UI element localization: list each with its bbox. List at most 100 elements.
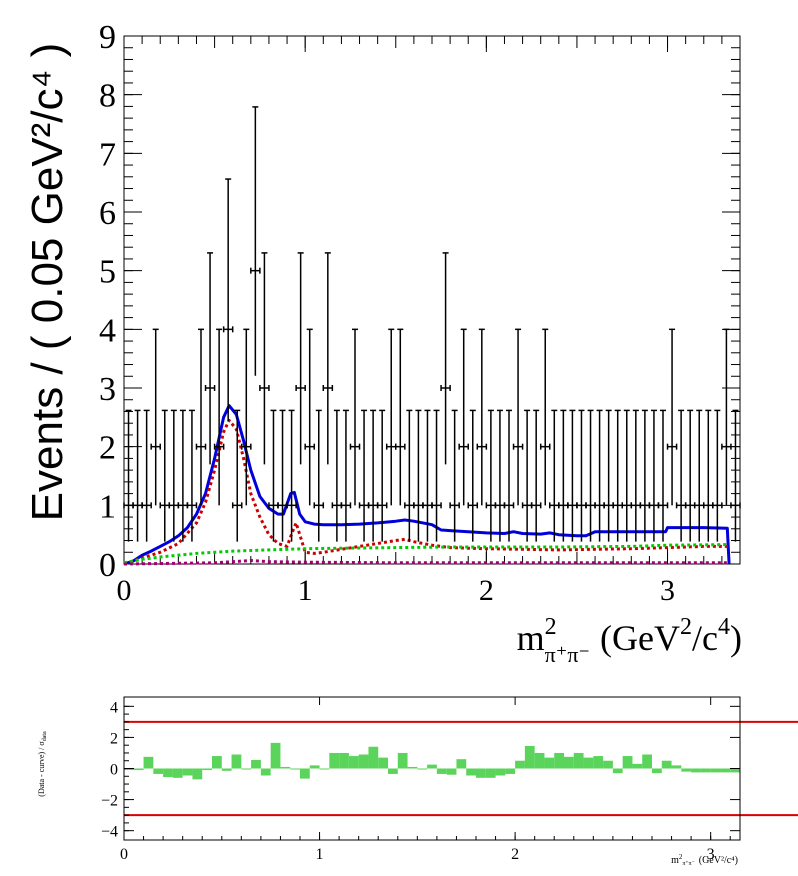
residual-x-axis-label: m2π⁺π⁻ (GeV²/c⁴) bbox=[671, 853, 738, 867]
x-tick-label: 2 bbox=[479, 574, 494, 607]
data-point bbox=[440, 252, 451, 465]
residual-bar bbox=[378, 757, 388, 769]
data-point bbox=[666, 328, 678, 506]
data-point bbox=[177, 409, 189, 542]
data-point bbox=[268, 409, 279, 542]
residual-bar bbox=[622, 756, 633, 769]
data-points bbox=[123, 106, 741, 542]
residual-bar bbox=[436, 768, 447, 774]
top-x-label-units-sup2: 4 bbox=[718, 614, 730, 640]
data-point bbox=[512, 328, 524, 506]
data-point bbox=[277, 409, 288, 542]
residual-bar bbox=[212, 756, 222, 769]
residual-bar bbox=[661, 760, 672, 769]
data-point bbox=[241, 328, 252, 506]
residual-bar bbox=[583, 757, 594, 769]
residual-bar bbox=[554, 752, 564, 769]
y-tick-label: 4 bbox=[99, 312, 116, 349]
residual-bar bbox=[427, 764, 437, 769]
data-point bbox=[349, 328, 361, 506]
residual-bar bbox=[632, 763, 643, 769]
residual-bar bbox=[495, 768, 506, 776]
top-axis-ticks bbox=[123, 35, 741, 565]
residual-bars bbox=[124, 742, 740, 780]
data-point bbox=[141, 409, 152, 542]
data-point bbox=[567, 409, 578, 542]
y-tick-label: 2 bbox=[99, 430, 116, 467]
top-x-axis-label: m2 π⁺π⁻ (GeV2/c4) bbox=[517, 614, 742, 667]
data-point bbox=[204, 252, 216, 465]
data-point bbox=[675, 409, 687, 542]
residual-bar bbox=[485, 768, 496, 778]
y-tick-label: 3 bbox=[99, 371, 116, 408]
residual-bar bbox=[133, 768, 144, 771]
data-point bbox=[657, 409, 669, 542]
residual-bar bbox=[388, 768, 398, 774]
residual-bar bbox=[319, 768, 330, 770]
residual-bar bbox=[466, 768, 476, 776]
residual-bar bbox=[476, 768, 486, 778]
data-point bbox=[594, 409, 605, 542]
data-point bbox=[250, 106, 261, 376]
data-point bbox=[558, 409, 569, 542]
residual-bar bbox=[573, 752, 584, 769]
data-point bbox=[576, 409, 587, 542]
residual-bar bbox=[700, 768, 711, 773]
residual-bar bbox=[652, 768, 662, 774]
residual-bar bbox=[681, 768, 692, 772]
residual-bar bbox=[642, 754, 652, 769]
data-point bbox=[476, 328, 488, 506]
x-tick-label: 0 bbox=[117, 574, 132, 607]
data-point bbox=[494, 409, 506, 542]
top-x-label-units-a: (GeV bbox=[600, 618, 680, 658]
residual-bar bbox=[260, 768, 271, 776]
residual-x-tick-label: 2 bbox=[511, 846, 519, 863]
data-point bbox=[449, 409, 460, 542]
residual-bar bbox=[368, 746, 379, 769]
data-point bbox=[168, 409, 180, 542]
residual-bar bbox=[124, 768, 134, 771]
residual-bar bbox=[339, 752, 349, 769]
residual-bar bbox=[446, 768, 457, 775]
residual-bar bbox=[515, 760, 525, 769]
data-point bbox=[132, 409, 143, 542]
residual-bar bbox=[329, 752, 340, 769]
data-point bbox=[195, 328, 207, 506]
data-point bbox=[213, 328, 225, 506]
residual-bar bbox=[544, 757, 555, 769]
data-point bbox=[322, 252, 334, 465]
residual-bar bbox=[251, 759, 261, 769]
fit-curve-0 bbox=[123, 404, 731, 566]
data-point bbox=[286, 409, 297, 542]
residual-bar bbox=[407, 766, 418, 769]
data-point bbox=[703, 409, 714, 542]
residual-x-tick-label: 3 bbox=[707, 846, 715, 863]
residual-bar bbox=[710, 768, 721, 773]
data-point bbox=[485, 409, 497, 542]
data-point bbox=[712, 409, 723, 542]
residual-bar bbox=[241, 768, 252, 770]
y-tick-label: 5 bbox=[99, 254, 116, 291]
y-tick-label: 8 bbox=[99, 78, 116, 115]
residual-bar bbox=[691, 768, 701, 773]
data-point bbox=[259, 252, 270, 465]
residual-bar bbox=[593, 756, 604, 769]
residual-bar bbox=[192, 768, 203, 780]
residual-x-tick-label: 1 bbox=[316, 846, 324, 863]
y-tick-label: 6 bbox=[99, 195, 116, 232]
data-point bbox=[521, 409, 533, 542]
data-point bbox=[730, 409, 741, 542]
data-point bbox=[549, 409, 560, 542]
data-point bbox=[159, 409, 171, 542]
residual-y-axis-label: (Data - curve) / σdata bbox=[37, 731, 48, 797]
fit-curves bbox=[123, 404, 731, 566]
data-point bbox=[684, 409, 696, 542]
data-point bbox=[331, 409, 343, 542]
residual-bar bbox=[270, 742, 281, 769]
data-point bbox=[467, 409, 479, 542]
top-x-label-sub: π⁺π⁻ bbox=[545, 642, 590, 667]
residual-y-tick-label: 4 bbox=[110, 699, 118, 716]
data-point bbox=[150, 328, 161, 506]
residual-bar bbox=[182, 768, 193, 776]
